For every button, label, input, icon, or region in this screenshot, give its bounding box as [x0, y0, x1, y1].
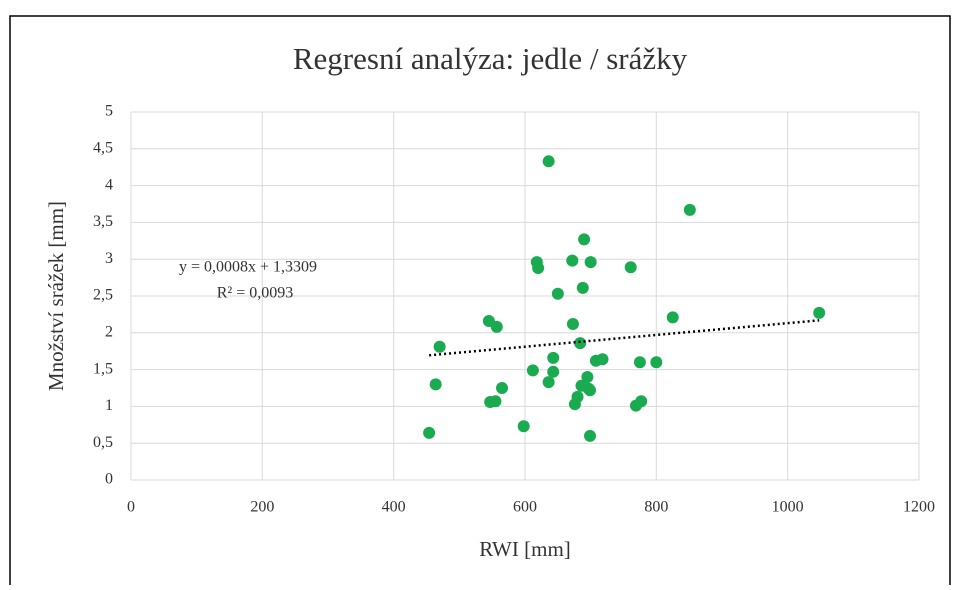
point — [526, 364, 539, 377]
point — [429, 378, 442, 391]
point — [584, 256, 597, 269]
y-tick-label: 2,5 — [93, 287, 113, 304]
point — [683, 203, 696, 216]
y-tick-label: 1 — [105, 397, 113, 414]
y-tick-label: 3,5 — [93, 213, 113, 230]
y-tick-label: 1,5 — [93, 360, 113, 377]
x-tick-label: 200 — [250, 499, 274, 516]
x-tick-label: 0 — [127, 499, 135, 516]
point — [547, 351, 560, 364]
point — [547, 365, 560, 378]
point — [584, 384, 597, 397]
point — [542, 155, 555, 168]
point — [578, 233, 591, 246]
y-tick-label: 4 — [105, 176, 113, 193]
frame — [9, 15, 951, 585]
x-tick-label: 600 — [513, 499, 537, 516]
point — [666, 311, 679, 324]
point — [584, 429, 597, 442]
point — [568, 398, 581, 411]
point — [574, 337, 587, 350]
point — [551, 287, 564, 300]
point — [490, 320, 503, 333]
y-tick-label: 0 — [105, 471, 113, 488]
y-tick-label: 4,5 — [93, 139, 113, 156]
point — [576, 281, 589, 294]
point — [650, 356, 663, 369]
point — [496, 382, 509, 394]
point — [813, 306, 826, 319]
point — [489, 395, 502, 408]
x-axis-label: RWI [mm] — [479, 537, 571, 561]
y-tick-label: 0,5 — [93, 434, 113, 451]
trendline-r2: R² = 0,0093 — [217, 285, 294, 302]
x-tick-label: 1000 — [772, 499, 804, 516]
point — [532, 262, 545, 275]
y-tick-label: 3 — [105, 250, 113, 267]
point — [566, 254, 579, 267]
x-tick-label: 1200 — [903, 499, 935, 516]
x-tick-label: 800 — [644, 499, 668, 516]
chart-title: Regresní analýza: jedle / srážky — [293, 41, 688, 76]
y-tick-label: 5 — [105, 103, 113, 120]
point — [629, 399, 642, 412]
point — [423, 426, 436, 439]
y-tick-label: 2 — [105, 323, 113, 340]
point — [624, 261, 637, 274]
point — [542, 376, 555, 389]
point — [633, 356, 646, 369]
point — [581, 370, 594, 383]
x-tick-label: 400 — [382, 499, 406, 516]
point — [596, 353, 609, 366]
y-axis-label: Množství srážek [mm] — [44, 201, 68, 391]
point — [517, 420, 530, 433]
point — [566, 317, 579, 330]
trendline-equation: y = 0,0008x + 1,3309 — [179, 259, 317, 276]
trendline — [429, 319, 820, 357]
point — [433, 340, 446, 353]
